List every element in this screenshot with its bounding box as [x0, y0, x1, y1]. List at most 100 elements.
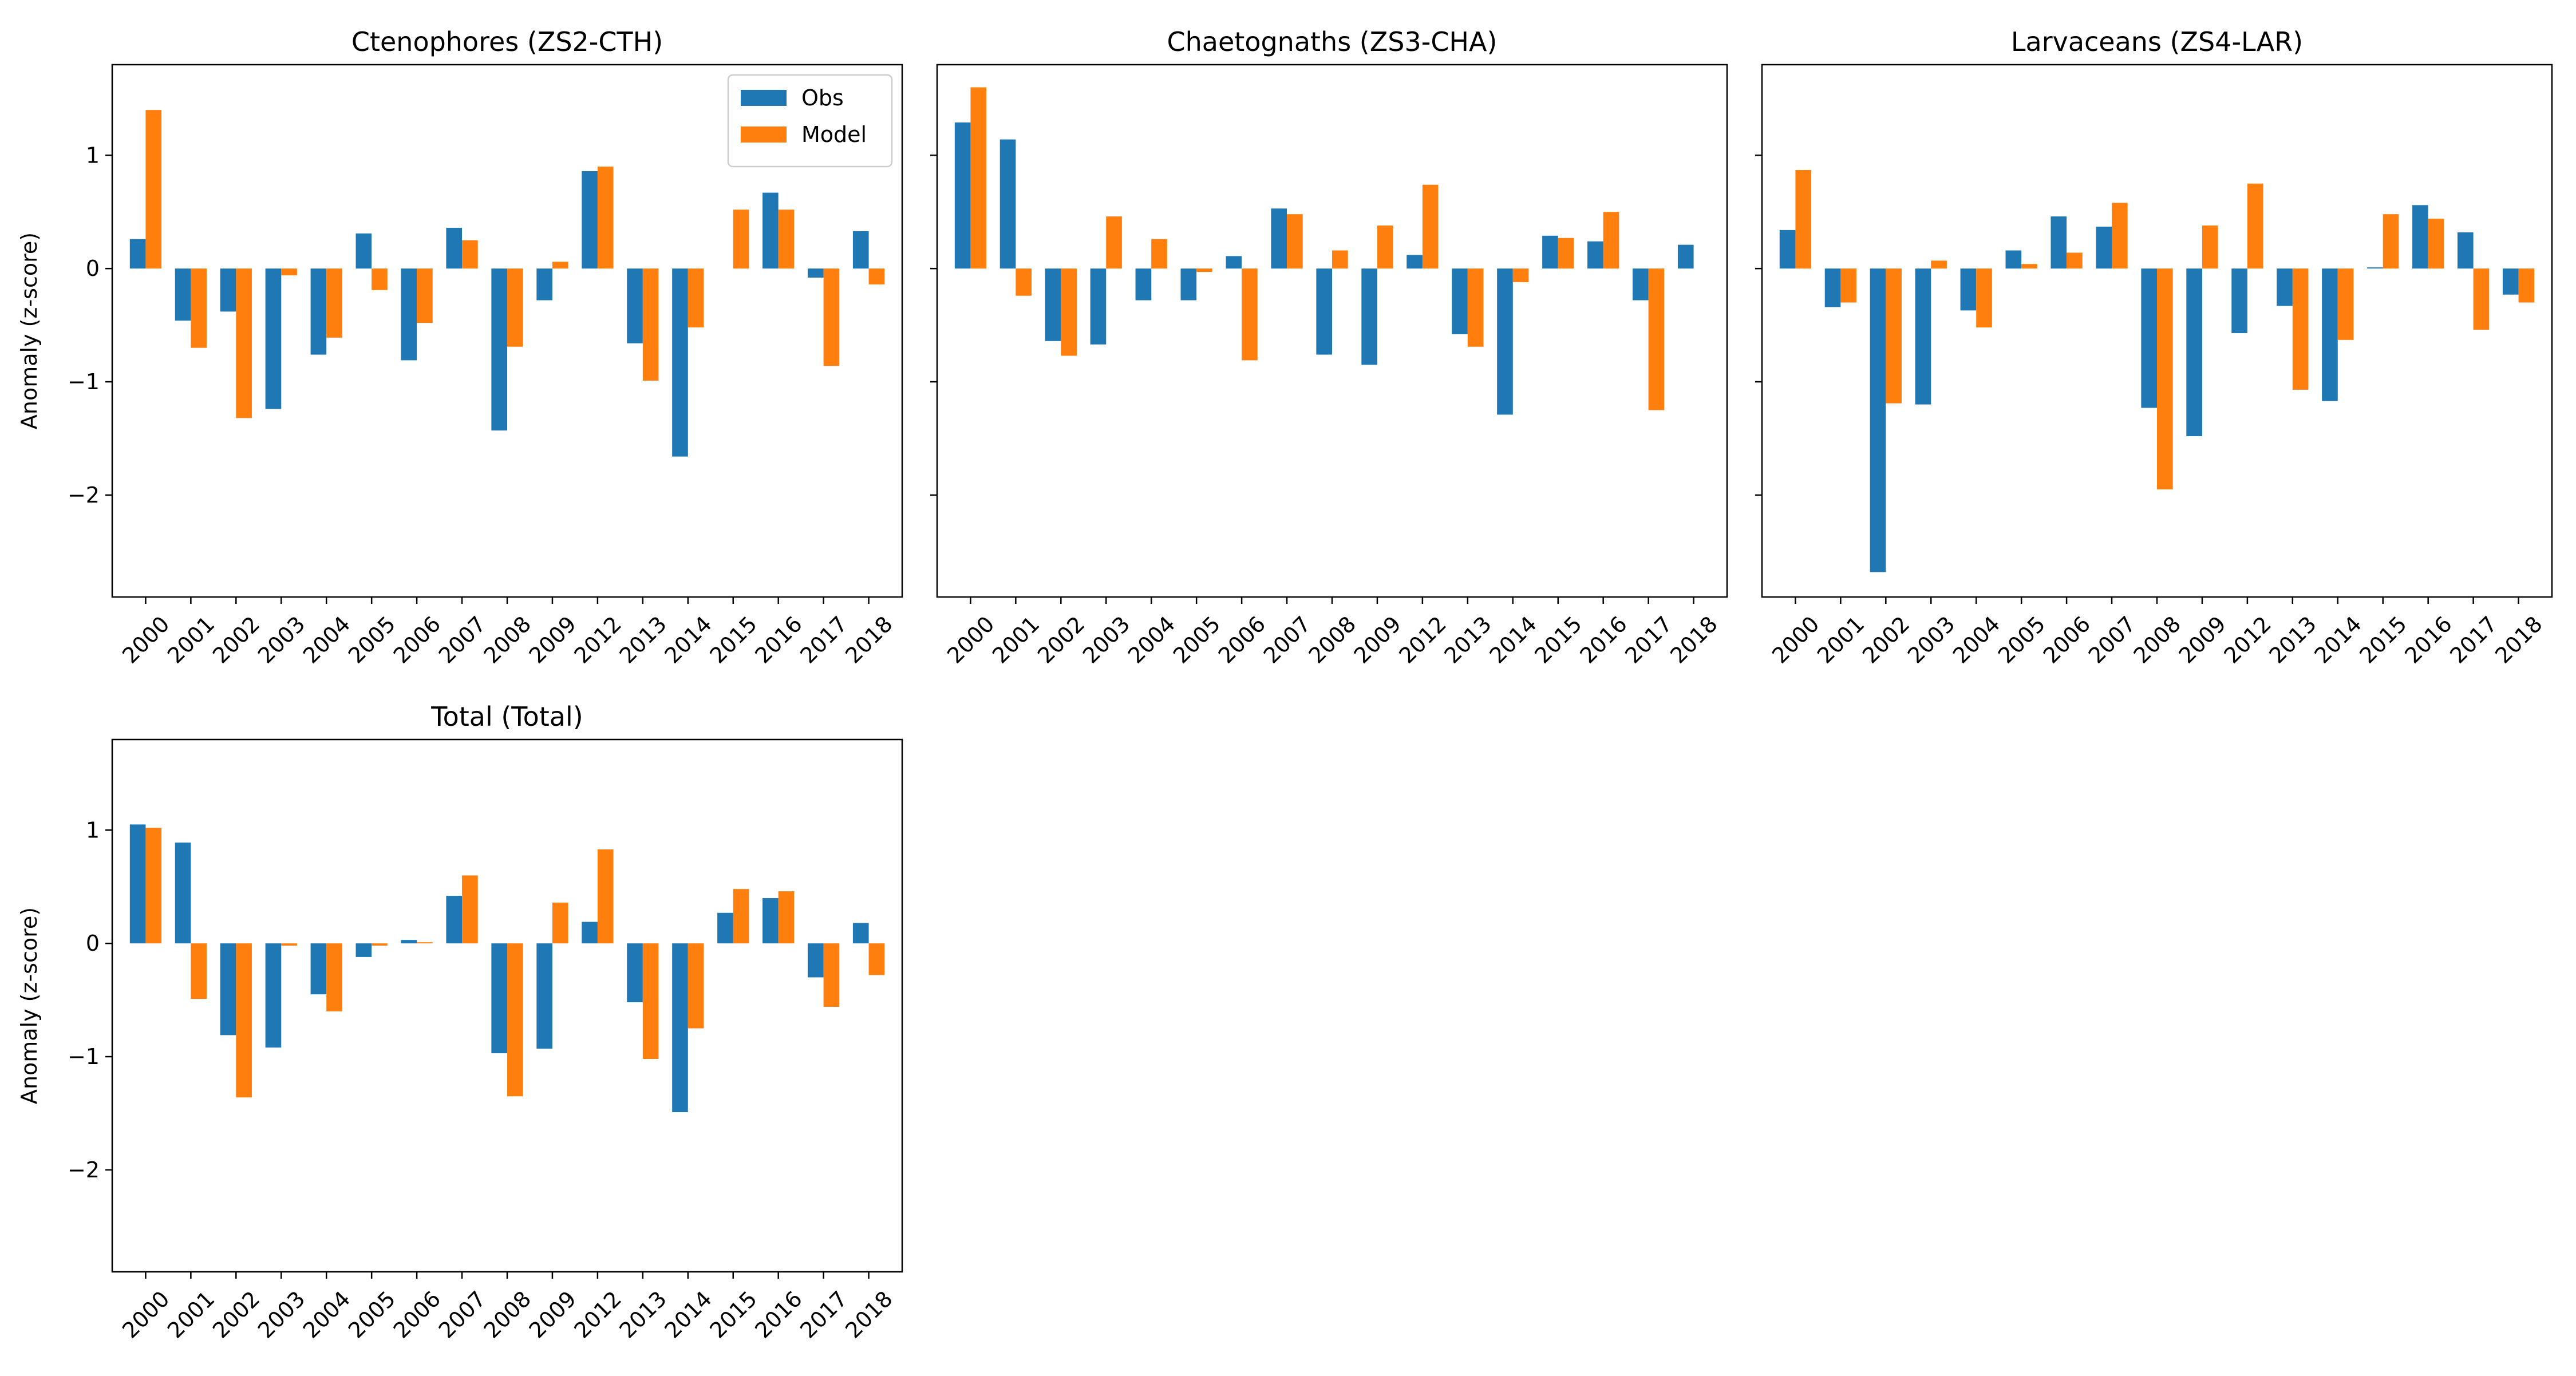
x-tick-label: 2014 [659, 611, 717, 669]
x-tick-label: 2012 [2219, 611, 2277, 669]
x-tick-label: 2009 [524, 611, 582, 669]
subplot-title: Total (Total) [430, 701, 583, 732]
x-tick-label: 2014 [2309, 611, 2366, 669]
bar-model-2004 [326, 268, 342, 338]
x-tick-label: 2017 [795, 1286, 852, 1343]
bar-obs-2018 [1677, 244, 1694, 269]
bar-model-2009 [552, 262, 568, 269]
bar-obs-2017 [1633, 268, 1649, 300]
x-tick-label: 2005 [1168, 611, 1226, 669]
x-tick-label: 2000 [942, 611, 999, 669]
bar-obs-2003 [265, 268, 282, 409]
bar-model-2017 [1648, 268, 1665, 410]
bar-obs-2006 [401, 940, 417, 944]
x-tick-label: 2015 [705, 611, 762, 669]
bar-model-2016 [778, 891, 795, 944]
x-tick-label: 2012 [570, 611, 627, 669]
bar-obs-2018 [2502, 268, 2519, 295]
x-tick-label: 2018 [840, 1286, 898, 1343]
bar-model-2005 [1196, 268, 1212, 272]
bar-obs-2002 [220, 268, 236, 312]
x-tick-label: 2012 [570, 1286, 627, 1343]
x-tick-label: 2009 [2174, 611, 2231, 669]
x-tick-label: 2016 [1575, 611, 1632, 669]
bar-obs-2016 [1587, 241, 1603, 269]
x-tick-label: 2012 [1394, 611, 1452, 669]
bar-model-2002 [236, 943, 252, 1098]
x-tick-label: 2017 [1620, 611, 1677, 669]
x-tick-label: 2004 [1948, 611, 2005, 669]
x-tick-label: 2005 [343, 1286, 401, 1343]
bar-model-2012 [597, 849, 614, 944]
x-tick-label: 2016 [2400, 611, 2457, 669]
bar-model-2009 [1377, 225, 1393, 269]
bar-obs-2007 [446, 227, 463, 269]
x-tick-label: 2008 [2129, 611, 2186, 669]
bar-obs-2018 [852, 231, 869, 269]
x-tick-label: 2014 [659, 1286, 717, 1343]
bar-model-2007 [462, 875, 478, 944]
bar-model-2006 [417, 942, 433, 944]
bar-model-2003 [281, 268, 297, 276]
x-tick-label: 2001 [163, 611, 220, 669]
x-tick-label: 2002 [208, 611, 265, 669]
bar-model-2015 [2383, 214, 2399, 269]
bar-obs-2013 [1452, 268, 1468, 334]
bar-model-2017 [2473, 268, 2490, 330]
bar-model-2008 [2157, 268, 2173, 490]
bar-model-2003 [1106, 216, 1122, 269]
bar-obs-2000 [1779, 230, 1796, 269]
bar-obs-2007 [446, 896, 463, 944]
bar-obs-2016 [762, 192, 779, 269]
bar-obs-2008 [1316, 268, 1332, 355]
bar-model-2004 [326, 943, 342, 1011]
bar-obs-2003 [265, 943, 282, 1048]
bar-obs-2005 [2005, 250, 2022, 269]
bar-obs-2007 [1271, 208, 1287, 269]
bar-model-2001 [1016, 268, 1032, 296]
bar-model-2005 [372, 268, 388, 290]
bar-model-2015 [733, 889, 749, 944]
bar-obs-2005 [355, 943, 372, 957]
bar-model-2014 [688, 943, 704, 1029]
x-tick-label: 2004 [1123, 611, 1180, 669]
bar-model-2006 [2067, 252, 2083, 269]
subplot-2: 2000200120022003200420052006200720082009… [930, 26, 1728, 669]
bar-obs-2001 [1824, 268, 1841, 307]
bar-model-2007 [462, 240, 478, 269]
bar-model-2018 [2518, 268, 2535, 303]
x-tick-label: 2001 [1812, 611, 1870, 669]
bar-obs-2008 [491, 943, 507, 1054]
bar-obs-2005 [355, 233, 372, 269]
bar-model-2007 [1287, 214, 1303, 269]
x-tick-label: 2002 [1033, 611, 1090, 669]
bar-model-2005 [2021, 264, 2037, 269]
bar-obs-2000 [129, 239, 146, 269]
x-tick-label: 2009 [524, 1286, 582, 1343]
bar-model-2001 [191, 943, 207, 999]
y-tick-label: 1 [86, 817, 100, 843]
bar-model-2000 [970, 87, 987, 269]
x-tick-label: 2000 [117, 1286, 175, 1343]
bar-model-2004 [1976, 268, 1992, 328]
y-axis-label: Anomaly (z-score) [17, 232, 42, 429]
bar-obs-2009 [2186, 268, 2202, 437]
bar-model-2013 [2292, 268, 2309, 390]
bar-obs-2004 [310, 943, 327, 995]
subplot-title: Ctenophores (ZS2-CTH) [351, 26, 663, 57]
y-tick-label: 1 [86, 143, 100, 168]
x-tick-label: 2007 [2084, 611, 2141, 669]
bar-model-2008 [507, 268, 523, 347]
x-tick-label: 2008 [1304, 611, 1361, 669]
bar-obs-2013 [627, 268, 643, 343]
legend-label-model: Model [801, 122, 867, 147]
bar-obs-2016 [2412, 205, 2428, 269]
bar-obs-2016 [762, 898, 779, 944]
x-tick-label: 2002 [1858, 611, 1915, 669]
bar-model-2014 [2337, 268, 2354, 340]
bar-model-2016 [778, 209, 795, 269]
x-tick-label: 2008 [479, 611, 536, 669]
x-tick-label: 2018 [1665, 611, 1722, 669]
x-tick-label: 2001 [987, 611, 1045, 669]
